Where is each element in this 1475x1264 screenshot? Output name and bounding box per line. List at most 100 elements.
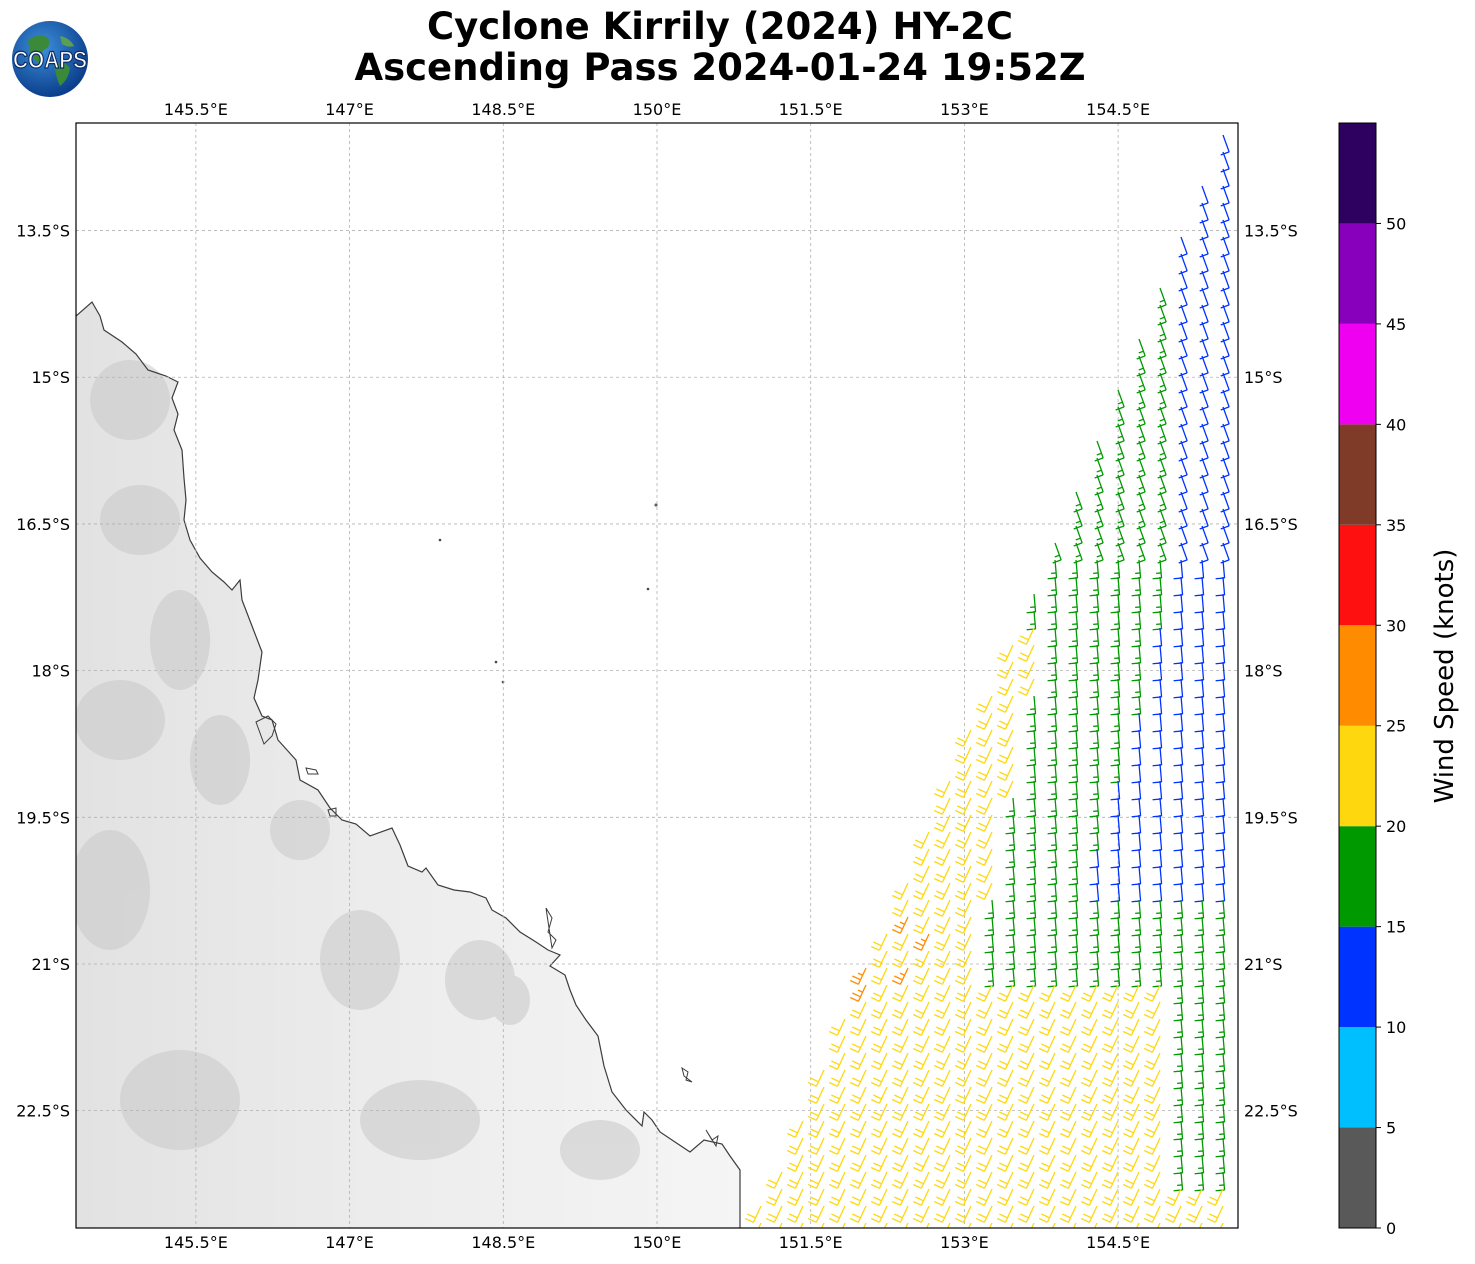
wind-barb	[1094, 440, 1104, 462]
lon-tick-label: 148.5°E	[471, 1233, 535, 1252]
wind-barb	[1094, 508, 1104, 530]
wind-barb	[1094, 457, 1104, 479]
wind-barb	[1017, 627, 1035, 645]
wind-barb	[1080, 984, 1098, 1002]
wind-barb	[1220, 491, 1230, 513]
wind-barb	[1157, 406, 1167, 428]
wind-barb	[996, 1188, 1014, 1206]
wind-barb	[807, 1086, 825, 1104]
wind-barb	[807, 1205, 825, 1223]
wind-barb	[1178, 355, 1188, 377]
wind-barb	[946, 1222, 951, 1228]
lat-tick-label: 21°S	[31, 955, 70, 974]
wind-barb	[1080, 1001, 1098, 1019]
wind-barb	[954, 831, 972, 849]
wind-barb	[1122, 1103, 1140, 1121]
lon-tick-label: 153°E	[940, 100, 989, 119]
wind-barb	[1038, 1018, 1056, 1036]
wind-barb	[1143, 1069, 1161, 1087]
wind-barb	[954, 984, 972, 1002]
wind-barb	[996, 695, 1014, 713]
wind-barb	[1115, 406, 1125, 428]
wind-barb	[996, 746, 1014, 764]
wind-barb	[1122, 1205, 1140, 1223]
wind-barb	[1073, 542, 1083, 564]
wind-barb	[1073, 525, 1083, 547]
wind-barb	[1101, 1188, 1119, 1206]
lat-labels-right: 13.5°S 15°S 16.5°S 18°S 19.5°S 21°S 22.5°S	[1244, 222, 1298, 1121]
wind-barb	[849, 1069, 867, 1087]
wind-barb	[1199, 253, 1209, 275]
wind-barb	[1143, 1018, 1161, 1036]
wind-barb	[849, 1103, 867, 1121]
wind-barb	[1143, 1120, 1161, 1138]
wind-barb	[1051, 1222, 1056, 1228]
wind-barb	[954, 933, 972, 951]
wind-barb	[933, 1035, 951, 1053]
wind-barb	[1101, 1001, 1119, 1019]
wind-barb	[1017, 1001, 1035, 1019]
lat-tick-label: 16.5°S	[1244, 515, 1298, 534]
wind-barb	[1115, 423, 1125, 445]
wind-barb	[1115, 440, 1125, 462]
wind-barb	[996, 984, 1014, 1002]
wind-barb	[849, 1120, 867, 1138]
lon-tick-label: 150°E	[633, 100, 682, 119]
wind-barb	[912, 1188, 930, 1206]
wind-barb	[1038, 1154, 1056, 1172]
wind-barb	[996, 678, 1014, 696]
wind-barb	[975, 1205, 993, 1223]
wind-barb	[1157, 355, 1167, 377]
wind-barb	[1136, 440, 1146, 462]
wind-barb	[891, 1205, 909, 1223]
wind-barb	[1220, 270, 1230, 292]
wind-barb	[1101, 1086, 1119, 1104]
wind-barb	[786, 1137, 804, 1155]
wind-barb	[996, 1154, 1014, 1172]
wind-barb	[1017, 1052, 1035, 1070]
wind-barb	[870, 1069, 888, 1087]
wind-barb	[1059, 1205, 1077, 1223]
wind-barb	[1199, 474, 1209, 496]
wind-barb	[841, 1222, 846, 1228]
colorbar-label: Wind Speed (knots)	[1430, 548, 1460, 804]
wind-barb	[1101, 1018, 1119, 1036]
wind-barb	[765, 1205, 783, 1223]
wind-barb	[1185, 1205, 1203, 1223]
wind-barb	[904, 1222, 909, 1228]
wind-barb	[954, 899, 972, 917]
wind-barb	[1199, 542, 1209, 564]
wind-barb	[1030, 1222, 1035, 1228]
wind-barb	[1157, 508, 1167, 530]
title-line-2: Ascending Pass 2024-01-24 19:52Z	[354, 46, 1086, 89]
wind-barb	[849, 1001, 867, 1019]
title-line-1: Cyclone Kirrily (2024) HY-2C	[426, 5, 1014, 48]
wind-barb	[1220, 151, 1230, 173]
wind-barb	[954, 746, 972, 764]
wind-barb	[933, 831, 951, 849]
wind-barb	[933, 984, 951, 1002]
wind-barb	[786, 1120, 804, 1138]
wind-barb	[1143, 1001, 1161, 1019]
wind-barb	[1178, 304, 1188, 326]
wind-barb	[1122, 984, 1140, 1002]
wind-barb	[870, 967, 888, 985]
wind-barb	[933, 780, 951, 798]
wind-barb	[1143, 1103, 1161, 1121]
wind-barb	[1157, 287, 1167, 309]
wind-barb	[933, 848, 951, 866]
wind-barb	[954, 882, 972, 900]
wind-barb	[933, 933, 951, 951]
wind-barb	[1059, 1120, 1077, 1138]
wind-barb	[1220, 389, 1230, 411]
wind-barb	[891, 1171, 909, 1189]
wind-barb	[1178, 338, 1188, 360]
wind-barb	[1080, 1171, 1098, 1189]
wind-barb	[975, 984, 993, 1002]
wind-barb	[891, 933, 909, 951]
wind-barb	[1017, 1137, 1035, 1155]
wind-barb	[912, 1171, 930, 1189]
wind-barb	[975, 1086, 993, 1104]
wind-barb	[1178, 253, 1188, 275]
wind-barb	[1178, 287, 1188, 309]
